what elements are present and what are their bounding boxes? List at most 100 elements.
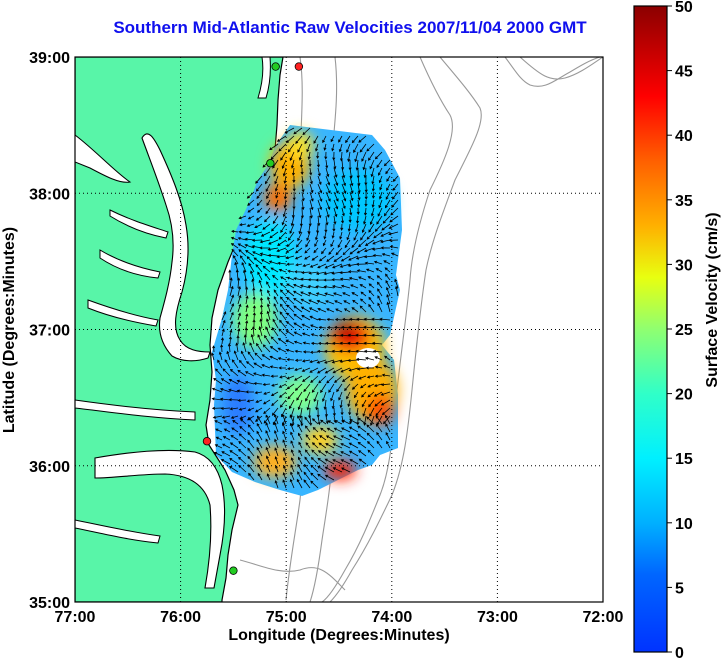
velocity-arrow — [315, 285, 327, 289]
velocity-arrow — [252, 231, 263, 236]
velocity-arrow — [324, 341, 335, 345]
velocity-arrow — [290, 457, 295, 465]
velocity-arrow — [309, 175, 313, 185]
velocity-arrow — [228, 269, 232, 281]
velocity-arrow — [372, 253, 383, 258]
velocity-arrow — [320, 247, 327, 255]
velocity-arrow — [237, 237, 247, 241]
velocity-arrow — [213, 378, 223, 385]
velocity-arrow — [238, 215, 247, 220]
velocity-arrow — [315, 143, 319, 152]
velocity-arrow — [245, 320, 249, 329]
velocity-arrow — [298, 432, 303, 441]
velocity-arrow — [383, 207, 391, 217]
plot-frame — [74, 56, 604, 603]
velocity-arrow — [282, 422, 287, 433]
velocity-arrow — [237, 398, 247, 402]
velocity-arrow — [357, 183, 361, 194]
velocity-arrow — [322, 135, 327, 144]
velocity-arrow — [244, 244, 255, 249]
velocity-arrow — [247, 199, 255, 206]
velocity-arrow — [352, 299, 359, 305]
velocity-arrow — [269, 143, 279, 151]
velocity-arrow — [289, 414, 295, 425]
velocity-arrow — [374, 374, 383, 378]
velocity-arrow — [379, 183, 383, 191]
colorbar-tick-label: 5 — [675, 580, 684, 597]
velocity-arrow — [290, 215, 295, 227]
velocity-arrow — [367, 441, 375, 449]
velocity-arrow — [354, 151, 359, 163]
velocity-arrow — [259, 311, 263, 321]
velocity-arrow — [368, 296, 375, 305]
velocity-arrow — [298, 456, 303, 465]
velocity-arrow — [257, 207, 263, 213]
velocity-arrow — [316, 359, 327, 364]
velocity-arrow — [252, 305, 256, 313]
velocity-arrow — [324, 466, 335, 473]
velocity-arrow — [339, 151, 343, 162]
velocity-arrow — [364, 247, 375, 253]
velocity-arrow — [323, 231, 327, 240]
velocity-arrow — [371, 333, 383, 337]
velocity-arrow — [356, 269, 367, 273]
velocity-arrow — [364, 199, 368, 207]
velocity-arrow — [333, 175, 339, 186]
velocity-arrow — [283, 457, 287, 465]
velocity-arrow — [228, 398, 239, 402]
x-axis-label: Longitude (Degrees:Minutes) — [228, 627, 449, 644]
velocity-arrow — [347, 399, 351, 408]
velocity-arrow — [273, 413, 279, 425]
velocity-arrow — [361, 399, 367, 408]
velocity-arrow — [368, 151, 375, 161]
velocity-arrow — [367, 449, 375, 457]
velocity-arrow — [317, 207, 322, 219]
velocity-arrow — [254, 407, 263, 413]
velocity-arrow — [229, 285, 234, 297]
velocity-arrow — [375, 268, 383, 273]
velocity-arrow — [333, 207, 338, 218]
velocity-arrow — [325, 300, 335, 305]
velocity-arrow — [246, 256, 255, 265]
velocity-arrow — [303, 479, 311, 489]
colorbar-tick-label: 30 — [675, 257, 693, 274]
velocity-arrow — [282, 472, 287, 481]
radar-station-marker — [202, 437, 212, 446]
velocity-arrow — [347, 358, 359, 363]
velocity-arrow — [349, 247, 359, 255]
velocity-arrow — [287, 143, 295, 153]
velocity-arrow — [332, 443, 343, 449]
velocity-arrow — [263, 407, 271, 415]
velocity-arrow — [378, 167, 383, 176]
velocity-arrow — [300, 298, 311, 305]
velocity-arrow — [385, 167, 391, 175]
velocity-arrow — [279, 399, 287, 408]
velocity-arrow — [326, 375, 335, 384]
velocity-arrow — [296, 478, 303, 489]
x-tick-label: 76:00 — [160, 609, 201, 626]
velocity-arrow — [332, 341, 343, 345]
velocity-arrow — [304, 135, 311, 145]
velocity-arrow — [245, 286, 249, 297]
velocity-arrow — [239, 425, 247, 433]
velocity-arrow — [385, 414, 391, 425]
velocity-arrow — [332, 467, 343, 473]
velocity-arrow — [325, 435, 335, 441]
velocity-arrow — [292, 175, 296, 184]
velocity-arrow — [266, 303, 271, 313]
velocity-arrow — [343, 300, 351, 305]
velocity-arrow — [267, 247, 279, 251]
velocity-arrow — [371, 175, 375, 185]
velocity-arrow — [258, 279, 263, 289]
velocity-arrow — [347, 151, 351, 163]
velocity-arrow — [366, 143, 375, 152]
velocity-arrow — [332, 333, 343, 337]
velocity-arrow — [328, 383, 335, 393]
velocity-arrow — [383, 364, 391, 369]
velocity-arrow — [301, 191, 305, 202]
velocity-arrow — [310, 375, 319, 383]
velocity-arrow — [375, 423, 383, 433]
velocity-arrow — [333, 167, 338, 178]
velocity-arrow — [289, 223, 295, 234]
velocity-arrow — [282, 430, 287, 441]
